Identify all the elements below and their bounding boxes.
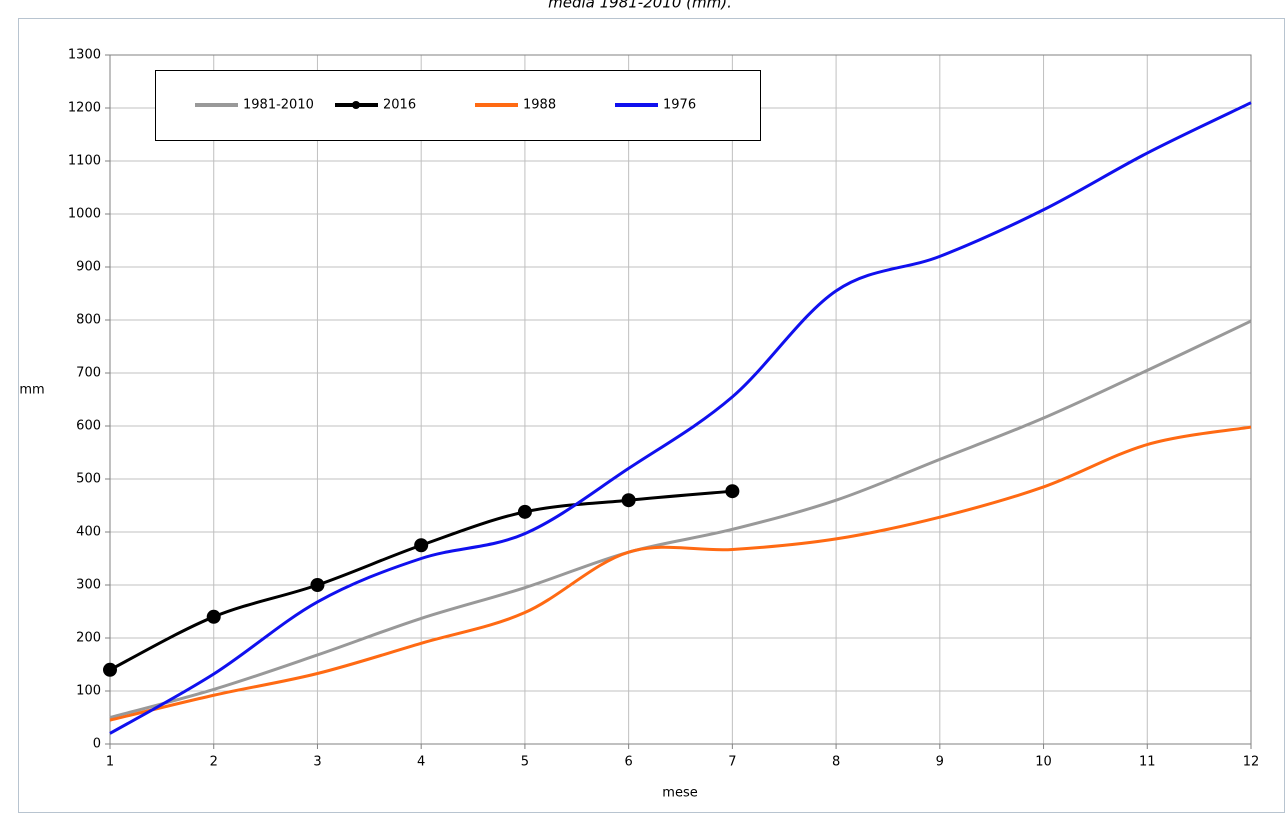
data-point [414, 538, 429, 553]
x-tick-label: 11 [1139, 755, 1156, 770]
y-tick-label: 0 [93, 737, 101, 752]
x-axis-label: mese [662, 786, 697, 801]
legend-label: 1976 [663, 98, 696, 113]
x-tick-label: 3 [313, 755, 321, 770]
y-tick-label: 400 [76, 525, 101, 540]
y-tick-label: 300 [76, 578, 101, 593]
y-tick-label: 1000 [68, 207, 101, 222]
legend-label: 1981-2010 [243, 98, 314, 113]
legend-label: 2016 [383, 98, 416, 113]
x-tick-label: 10 [1035, 755, 1052, 770]
chart-title: media 1981-2010 (mm). [548, 0, 732, 12]
x-tick-label: 7 [728, 755, 736, 770]
plot-border [109, 54, 1252, 745]
legend-label: 1988 [523, 98, 556, 113]
data-point [310, 578, 325, 592]
data-point [725, 484, 740, 499]
x-tick-label: 4 [417, 755, 425, 770]
x-tick-label: 2 [210, 755, 218, 770]
y-tick-label: 1300 [68, 48, 101, 63]
y-tick-label: 200 [76, 631, 101, 646]
y-tick-label: 1200 [68, 101, 101, 116]
chart-frame [18, 18, 1285, 813]
data-point [517, 504, 532, 519]
x-tick-label: 5 [521, 755, 529, 770]
x-tick-label: 12 [1243, 755, 1260, 770]
y-tick-label: 700 [76, 366, 101, 381]
y-tick-label: 100 [76, 684, 101, 699]
series-line [109, 101, 1252, 735]
y-tick-label: 1100 [68, 154, 101, 169]
y-tick-label: 800 [76, 313, 101, 328]
data-point [621, 493, 636, 508]
y-tick-label: 900 [76, 260, 101, 275]
series-line [109, 425, 1252, 722]
y-tick-label: 500 [76, 472, 101, 487]
x-tick-label: 6 [624, 755, 632, 770]
x-tick-label: 1 [106, 755, 114, 770]
y-axis-label: mm [19, 383, 44, 398]
legend-box [155, 70, 761, 141]
y-tick-label: 600 [76, 419, 101, 434]
x-tick-label: 9 [936, 755, 944, 770]
legend-marker [352, 101, 360, 109]
data-point [206, 609, 221, 624]
x-tick-label: 8 [832, 755, 840, 770]
data-point [103, 662, 117, 677]
series-line [109, 319, 1252, 719]
